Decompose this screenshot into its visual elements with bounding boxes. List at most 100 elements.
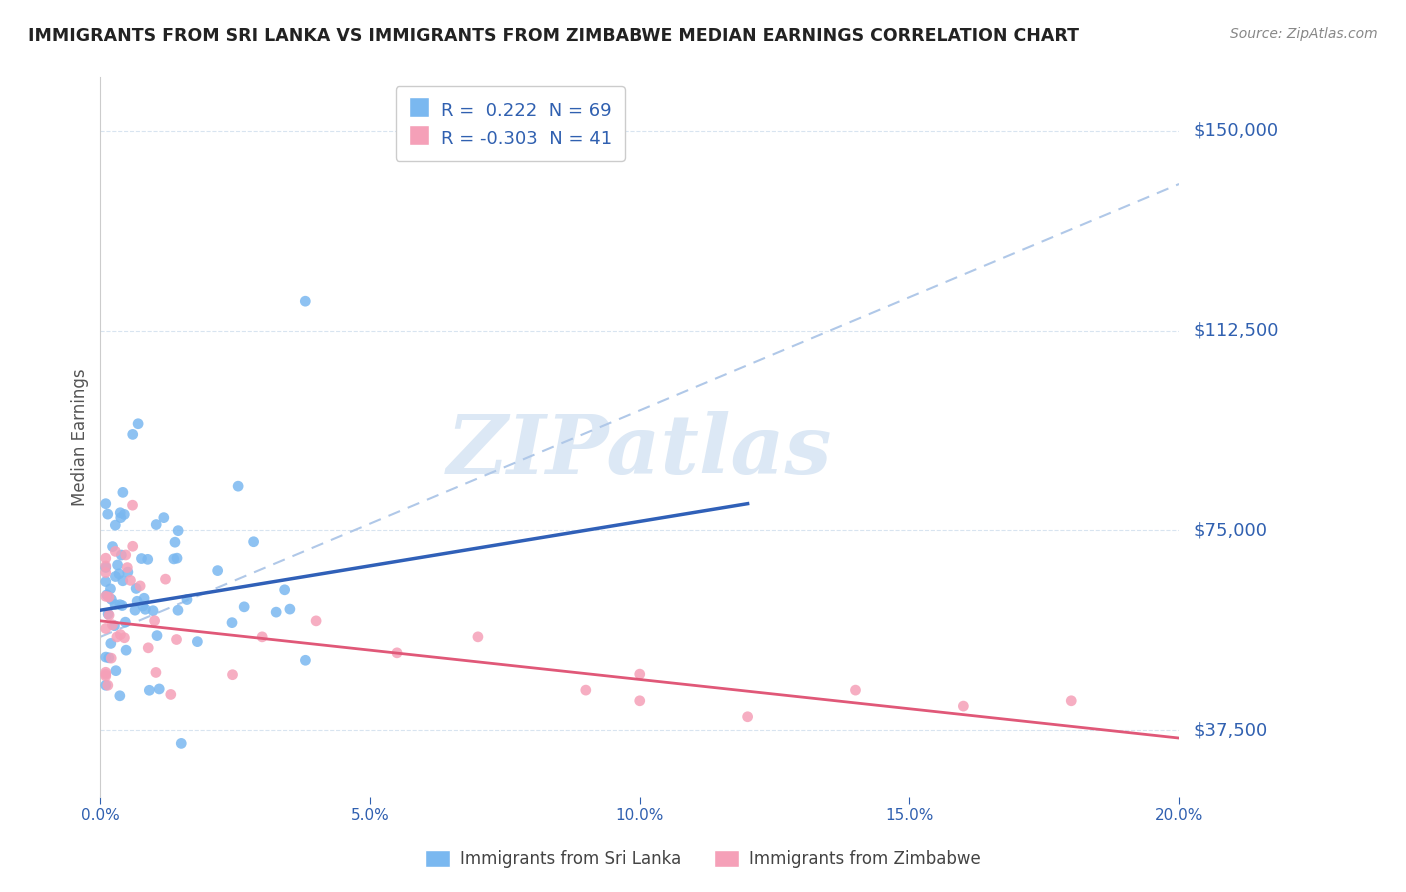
Text: ZIPatlas: ZIPatlas [447, 411, 832, 491]
Point [111, 574, 134, 588]
Point [114, 615, 136, 630]
Point [98, 608, 121, 623]
Point [159, 688, 181, 702]
Point [101, 617, 124, 632]
Point [132, 599, 155, 613]
Point [170, 736, 193, 750]
Point [273, 582, 295, 597]
Point [117, 565, 139, 579]
Point [101, 540, 124, 554]
Point [120, 574, 142, 588]
Point [100, 636, 122, 650]
Point [104, 664, 127, 678]
Point [166, 551, 188, 566]
Point [117, 560, 139, 574]
Text: $150,000: $150,000 [1194, 121, 1278, 140]
Point [163, 535, 186, 549]
Point [112, 508, 135, 522]
Text: $75,000: $75,000 [1194, 521, 1267, 540]
Text: Source: ZipAtlas.com: Source: ZipAtlas.com [1230, 27, 1378, 41]
Point [94, 566, 117, 580]
Point [111, 599, 134, 613]
Point [108, 598, 131, 612]
Point [105, 630, 128, 644]
Point [127, 417, 149, 431]
Point [467, 630, 489, 644]
Point [167, 603, 190, 617]
Text: $112,500: $112,500 [1194, 321, 1278, 340]
Point [115, 643, 138, 657]
Point [97, 590, 120, 604]
Point [94, 650, 117, 665]
Point [233, 599, 256, 614]
Point [575, 683, 598, 698]
Point [142, 604, 165, 618]
Point [242, 534, 264, 549]
Point [96, 588, 118, 602]
Point [952, 699, 974, 714]
Point [129, 579, 152, 593]
Point [132, 591, 155, 606]
Point [127, 594, 149, 608]
Point [305, 614, 328, 628]
Point [94, 622, 117, 636]
Point [207, 564, 229, 578]
Point [163, 552, 186, 566]
Point [155, 572, 177, 586]
Point [138, 683, 160, 698]
Point [176, 592, 198, 607]
Point [108, 689, 131, 703]
Point [107, 558, 129, 572]
Point [103, 618, 125, 632]
Point [94, 669, 117, 683]
Point [146, 629, 169, 643]
Point [136, 640, 159, 655]
Point [145, 665, 167, 680]
Point [94, 497, 117, 511]
Point [121, 498, 143, 512]
Point [94, 551, 117, 566]
Point [108, 566, 131, 581]
Point [110, 506, 132, 520]
Point [628, 667, 651, 681]
Point [145, 517, 167, 532]
Legend: Immigrants from Sri Lanka, Immigrants from Zimbabwe: Immigrants from Sri Lanka, Immigrants fr… [418, 843, 988, 875]
Point [100, 651, 122, 665]
Point [94, 665, 117, 680]
Point [94, 678, 117, 692]
Y-axis label: Median Earnings: Median Earnings [72, 368, 89, 506]
Point [226, 479, 249, 493]
Legend: R =  0.222  N = 69, R = -0.303  N = 41: R = 0.222 N = 69, R = -0.303 N = 41 [396, 87, 624, 161]
Point [112, 631, 135, 645]
Point [148, 681, 170, 696]
Point [100, 582, 122, 596]
Point [121, 539, 143, 553]
Point [221, 667, 243, 681]
Point [166, 632, 188, 647]
Point [94, 574, 117, 589]
Point [100, 592, 122, 607]
Text: $37,500: $37,500 [1194, 721, 1267, 739]
Point [111, 485, 134, 500]
Point [104, 569, 127, 583]
Point [278, 602, 301, 616]
Point [94, 558, 117, 573]
Point [110, 548, 132, 562]
Point [250, 630, 273, 644]
Text: IMMIGRANTS FROM SRI LANKA VS IMMIGRANTS FROM ZIMBABWE MEDIAN EARNINGS CORRELATIO: IMMIGRANTS FROM SRI LANKA VS IMMIGRANTS … [28, 27, 1080, 45]
Point [294, 653, 316, 667]
Point [131, 551, 153, 566]
Point [143, 614, 166, 628]
Point [124, 603, 146, 617]
Point [153, 510, 176, 524]
Point [104, 544, 127, 558]
Point [737, 710, 759, 724]
Point [97, 507, 120, 521]
Point [136, 552, 159, 566]
Point [1060, 694, 1083, 708]
Point [97, 607, 120, 621]
Point [94, 667, 117, 681]
Point [385, 646, 408, 660]
Point [97, 650, 120, 665]
Point [167, 524, 190, 538]
